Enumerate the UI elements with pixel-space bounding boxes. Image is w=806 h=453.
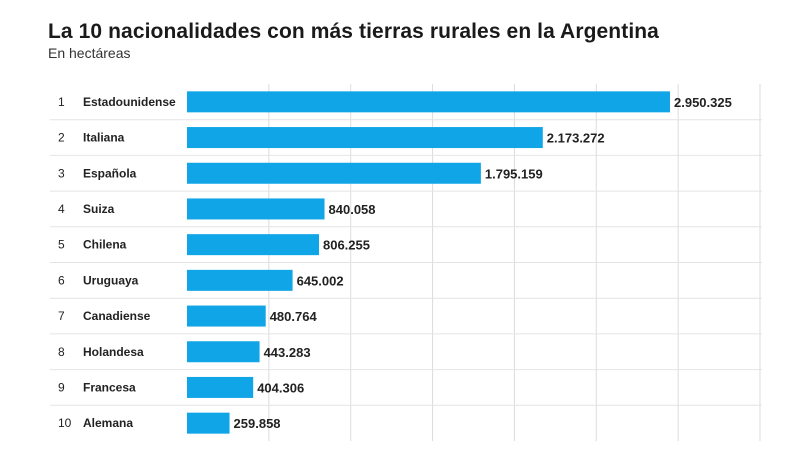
bar <box>187 162 481 184</box>
bar <box>187 91 670 113</box>
rank-label: 4 <box>58 202 65 216</box>
category-label: Italiana <box>83 131 125 145</box>
chart-title: La 10 nacionalidades con más tierras rur… <box>48 20 659 43</box>
value-label: 806.255 <box>323 238 370 253</box>
bar <box>187 234 319 256</box>
bar <box>187 269 293 291</box>
rank-label: 3 <box>58 166 65 180</box>
category-label: Francesa <box>83 380 136 394</box>
chart-subtitle: En hectáreas <box>48 45 131 61</box>
bar <box>187 376 254 398</box>
value-label: 840.058 <box>329 202 376 217</box>
value-label: 480.764 <box>270 309 318 324</box>
rank-label: 7 <box>58 309 65 323</box>
category-label: Uruguaya <box>83 273 139 287</box>
rank-label: 6 <box>58 273 65 287</box>
rank-label: 8 <box>58 345 65 359</box>
bar <box>187 412 230 434</box>
value-label: 2.173.272 <box>547 131 605 146</box>
category-label: Suiza <box>83 202 115 216</box>
value-label: 443.283 <box>264 345 311 360</box>
category-label: Chilena <box>83 238 127 252</box>
bar <box>187 198 325 220</box>
category-label: Española <box>83 166 137 180</box>
value-label: 259.858 <box>234 416 281 431</box>
value-label: 645.002 <box>297 273 344 288</box>
value-label: 404.306 <box>257 380 304 395</box>
value-label: 2.950.325 <box>674 95 732 110</box>
bar <box>187 341 260 363</box>
rank-label: 2 <box>58 131 65 145</box>
rank-label: 10 <box>58 416 72 430</box>
category-label: Alemana <box>83 416 133 430</box>
category-label: Estadounidense <box>83 95 176 109</box>
value-label: 1.795.159 <box>485 166 543 181</box>
rank-label: 9 <box>58 380 65 394</box>
rank-label: 5 <box>58 238 65 252</box>
bar <box>187 305 266 327</box>
category-label: Canadiense <box>83 309 151 323</box>
category-label: Holandesa <box>83 345 144 359</box>
bar <box>187 127 543 149</box>
rank-label: 1 <box>58 95 65 109</box>
